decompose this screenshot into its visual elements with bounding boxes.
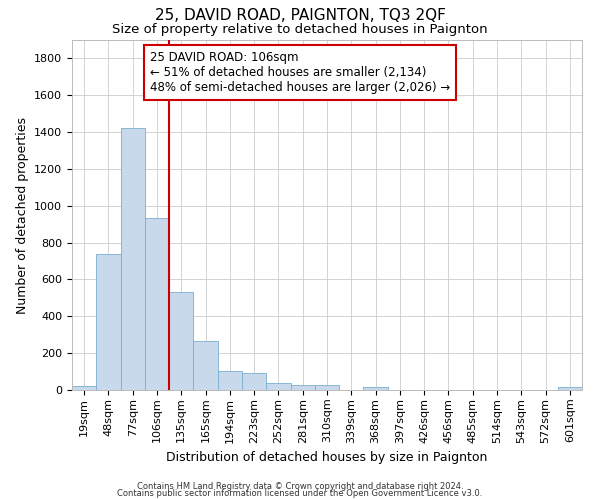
Bar [121, 128, 145, 390]
Bar [266, 382, 290, 390]
Bar [96, 254, 121, 390]
X-axis label: Distribution of detached houses by size in Paignton: Distribution of detached houses by size … [166, 451, 488, 464]
Bar [315, 386, 339, 390]
Y-axis label: Number of detached properties: Number of detached properties [16, 116, 29, 314]
Text: 25 DAVID ROAD: 106sqm
← 51% of detached houses are smaller (2,134)
48% of semi-d: 25 DAVID ROAD: 106sqm ← 51% of detached … [150, 51, 450, 94]
Text: Size of property relative to detached houses in Paignton: Size of property relative to detached ho… [112, 22, 488, 36]
Text: 25, DAVID ROAD, PAIGNTON, TQ3 2QF: 25, DAVID ROAD, PAIGNTON, TQ3 2QF [155, 8, 445, 22]
Text: Contains HM Land Registry data © Crown copyright and database right 2024.: Contains HM Land Registry data © Crown c… [137, 482, 463, 491]
Bar [290, 385, 315, 390]
Bar [242, 372, 266, 390]
Bar [364, 386, 388, 390]
Bar [193, 341, 218, 390]
Bar [169, 292, 193, 390]
Bar [145, 218, 169, 390]
Text: Contains public sector information licensed under the Open Government Licence v3: Contains public sector information licen… [118, 489, 482, 498]
Bar [218, 370, 242, 390]
Bar [72, 386, 96, 390]
Bar [558, 387, 582, 390]
